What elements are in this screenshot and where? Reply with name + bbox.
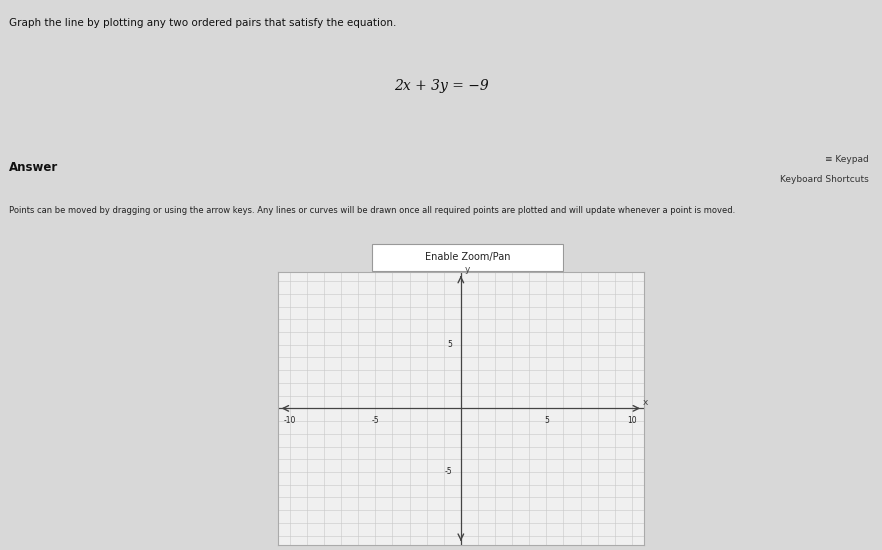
Text: 10: 10 <box>627 416 637 425</box>
Text: Answer: Answer <box>9 161 58 174</box>
Text: ≡ Keypad: ≡ Keypad <box>825 155 869 164</box>
Text: y: y <box>465 265 470 273</box>
Text: x: x <box>643 398 648 406</box>
Text: 5: 5 <box>544 416 549 425</box>
Text: Points can be moved by dragging or using the arrow keys. Any lines or curves wil: Points can be moved by dragging or using… <box>9 206 735 214</box>
Text: -5: -5 <box>371 416 379 425</box>
Text: Enable Zoom/Pan: Enable Zoom/Pan <box>425 251 510 261</box>
Text: -10: -10 <box>284 416 296 425</box>
Text: Graph the line by plotting any two ordered pairs that satisfy the equation.: Graph the line by plotting any two order… <box>9 18 396 28</box>
Text: 2x + 3y = −9: 2x + 3y = −9 <box>393 79 489 93</box>
FancyBboxPatch shape <box>372 244 563 271</box>
Text: -5: -5 <box>445 468 452 476</box>
Text: Keyboard Shortcuts: Keyboard Shortcuts <box>780 175 869 184</box>
Text: 5: 5 <box>447 340 452 349</box>
